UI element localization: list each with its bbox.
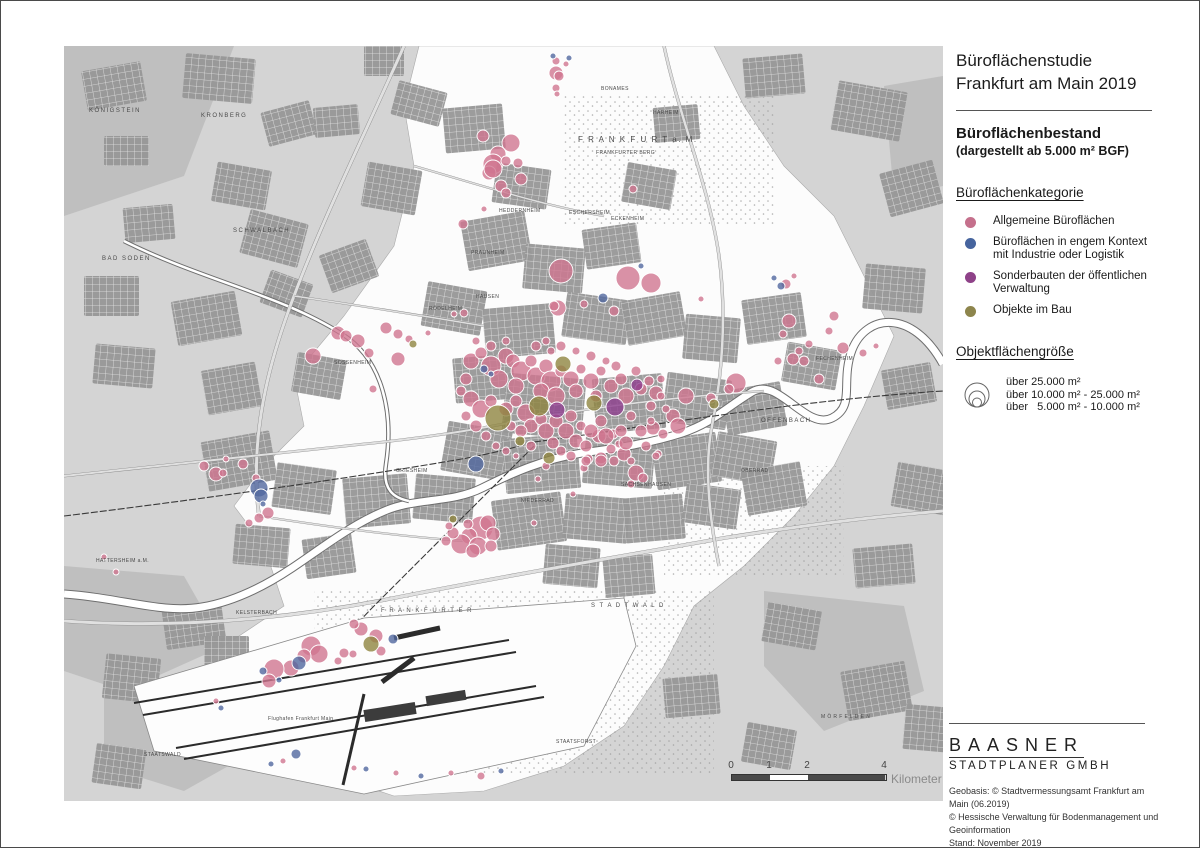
category-label: Allgemeine Büroflächen [993, 215, 1115, 227]
category-label: Büroflächen in engem Kontext mit Industri… [993, 236, 1148, 261]
scalebar-bar [731, 774, 887, 781]
sheet-title-line1: Büroflächenstudie [956, 51, 1093, 70]
map-river-main [64, 238, 943, 614]
category-color-dot [965, 217, 976, 228]
category-color-dot [965, 238, 976, 249]
svg-text:RÖDELHEIM: RÖDELHEIM [429, 305, 462, 312]
credits: Geobasis: © Stadtvermessungsamt Frankfur… [949, 785, 1159, 848]
svg-text:SOSSENHEIM: SOSSENHEIM [334, 360, 371, 366]
category-heading: Büroflächenkategorie [956, 185, 1084, 200]
category-item: Objekte im Bau [956, 304, 1188, 317]
svg-text:ESCHERSHEIM: ESCHERSHEIM [569, 210, 610, 216]
category-item: Allgemeine Büroflächen [956, 215, 1188, 228]
sheet-title-line2: Frankfurt am Main 2019 [956, 74, 1137, 93]
svg-text:HARHEIM: HARHEIM [653, 110, 679, 116]
firm-subtitle: STADTPLANER GMBH [949, 760, 1112, 772]
legend-subtitle-note: (dargestellt ab 5.000 m² BGF) [956, 144, 1129, 158]
imprint-block: BAASNER STADTPLANER GMBH Geobasis: © Sta… [949, 723, 1159, 848]
category-list: Allgemeine Büroflächen Büroflächen in eng… [956, 215, 1188, 317]
legend-panel: Büroflächenstudie Frankfurt am Main 2019… [949, 49, 1188, 847]
scalebar-tick-label: 2 [804, 760, 810, 771]
credit-line: © Hessische Verwaltung für Bodenmanageme… [949, 812, 1159, 835]
svg-text:Flughafen Frankfurt Main: Flughafen Frankfurt Main [268, 716, 333, 722]
category-item: Sonderbauten der öffentlichen Verwaltung [956, 270, 1188, 296]
svg-text:KÖNIGSTEIN: KÖNIGSTEIN [89, 107, 141, 114]
scalebar-tick-label: 4 [881, 760, 887, 771]
svg-text:GRIESHEIM: GRIESHEIM [396, 468, 428, 474]
svg-text:S T A D T W A L D: S T A D T W A L D [591, 603, 665, 609]
scalebar-segment [808, 775, 885, 780]
svg-text:BONAMES: BONAMES [601, 86, 629, 92]
office-bubbles [100, 52, 880, 781]
category-color-dot [965, 272, 976, 283]
size-legend: über 25.000 m² über 10.000 m² - 25.000 m²… [956, 376, 1188, 414]
size-classes: über 25.000 m² über 10.000 m² - 25.000 m²… [1006, 376, 1140, 414]
svg-text:OBERRAD: OBERRAD [741, 468, 769, 474]
svg-text:BAD SODEN: BAD SODEN [102, 256, 151, 262]
svg-text:STAATSWALD: STAATSWALD [144, 752, 181, 758]
size-circles-icon [964, 382, 990, 408]
map-roads [64, 46, 943, 626]
frankfurt-map: F R A N K F U R T a. M. FRANKFURTER BERG B… [64, 46, 943, 801]
divider-bottom [949, 723, 1145, 724]
category-color-dot [965, 306, 976, 317]
size-heading: Objektflächengröße [956, 344, 1074, 359]
scalebar-labels: 0 1 2 4 [728, 760, 931, 772]
svg-text:KRONBERG: KRONBERG [201, 113, 247, 119]
svg-text:STAATSFORST: STAATSFORST [556, 739, 596, 745]
svg-text:HATTERSHEIM a.M.: HATTERSHEIM a.M. [96, 558, 149, 564]
svg-text:F R A N K F U R T E R: F R A N K F U R T E R [381, 608, 473, 614]
svg-text:HAUSEN: HAUSEN [476, 294, 499, 300]
size-class-label: über 25.000 m² [1006, 376, 1081, 388]
size-class-label: über 5.000 m² - 10.000 m² [1006, 401, 1140, 413]
svg-text:SCHWALBACH: SCHWALBACH [233, 228, 290, 234]
svg-text:KELSTERBACH: KELSTERBACH [236, 610, 277, 616]
map-airport [133, 597, 637, 795]
credit-line: Geobasis: © Stadtvermessungsamt Frankfur… [949, 786, 1145, 809]
svg-text:FRANKFURTER BERG: FRANKFURTER BERG [596, 150, 655, 156]
map-place-labels: F R A N K F U R T a. M. FRANKFURTER BERG B… [89, 86, 870, 758]
map-area: F R A N K F U R T a. M. FRANKFURTER BERG B… [64, 46, 943, 801]
size-class-label: über 10.000 m² - 25.000 m² [1006, 388, 1140, 401]
svg-text:M Ö R F E L D E N: M Ö R F E L D E N [821, 713, 870, 720]
scalebar-unit: Kilometer [891, 772, 942, 786]
credit-line: Stand: November 2019 [949, 838, 1042, 848]
category-label: Objekte im Bau [993, 304, 1072, 316]
scalebar-segment [732, 775, 770, 780]
svg-text:F R A N K F U R T a. M.: F R A N K F U R T a. M. [578, 135, 698, 144]
sheet-title: Büroflächenstudie Frankfurt am Main 2019 [956, 49, 1188, 95]
svg-text:HEDDERNHEIM: HEDDERNHEIM [499, 208, 541, 214]
category-label: Sonderbauten der öffentlichen Verwaltung [993, 270, 1147, 295]
svg-text:FECHENHEIM: FECHENHEIM [816, 356, 853, 362]
scalebar-tick-label: 0 [728, 760, 734, 771]
divider-top [956, 110, 1152, 111]
svg-text:OFFENBACH: OFFENBACH [761, 418, 812, 424]
svg-text:NIEDERRAD: NIEDERRAD [521, 498, 554, 504]
scalebar-tick-label: 1 [766, 760, 772, 771]
category-item: Büroflächen in engem Kontext mit Industri… [956, 236, 1188, 262]
scalebar-segment [770, 775, 808, 780]
svg-text:ECKENHEIM: ECKENHEIM [611, 216, 644, 222]
svg-text:SACHSENHAUSEN: SACHSENHAUSEN [621, 482, 671, 488]
svg-text:PRAUNHEIM: PRAUNHEIM [471, 250, 505, 256]
legend-subtitle: Büroflächenbestand [956, 125, 1102, 142]
map-scalebar: 0 1 2 4 Kilometer [728, 760, 941, 786]
firm-logo: BAASNER [949, 735, 1085, 758]
